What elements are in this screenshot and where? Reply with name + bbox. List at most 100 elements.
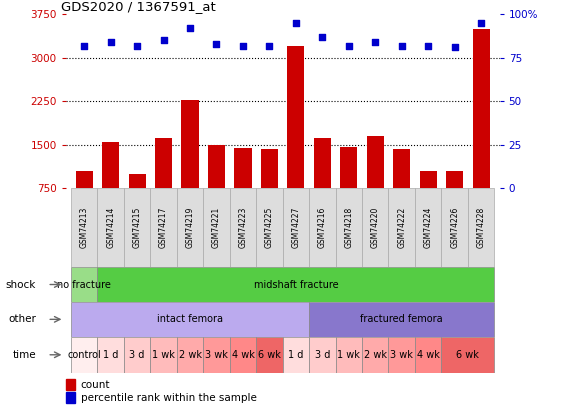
Text: 1 wk: 1 wk	[152, 350, 175, 360]
Bar	[71, 188, 98, 267]
Bar	[388, 337, 415, 373]
Bar	[177, 337, 203, 373]
Point	[344, 42, 353, 49]
Bar	[71, 302, 309, 337]
Text: intact femora: intact femora	[157, 314, 223, 324]
Bar	[388, 188, 415, 267]
Bar	[66, 379, 75, 390]
Text: midshaft fracture: midshaft fracture	[254, 279, 338, 290]
Point	[186, 25, 195, 31]
Point	[106, 39, 115, 45]
Bar	[283, 337, 309, 373]
Point	[291, 19, 300, 26]
Text: 3 d: 3 d	[315, 350, 330, 360]
Bar	[155, 138, 172, 232]
Text: GSM74215: GSM74215	[132, 207, 142, 249]
Text: count: count	[81, 380, 110, 390]
Bar	[234, 148, 252, 232]
Bar	[287, 46, 304, 232]
Text: GSM74220: GSM74220	[371, 207, 380, 249]
Text: control: control	[67, 350, 101, 360]
Bar	[75, 171, 93, 232]
Text: fractured femora: fractured femora	[360, 314, 443, 324]
Point	[371, 39, 380, 45]
Text: GSM74227: GSM74227	[291, 207, 300, 249]
Bar	[102, 143, 119, 232]
Bar	[124, 337, 150, 373]
Text: no fracture: no fracture	[57, 279, 111, 290]
Bar	[128, 174, 146, 232]
Point	[132, 42, 142, 49]
Bar	[283, 188, 309, 267]
Text: time: time	[13, 350, 36, 360]
Point	[397, 42, 407, 49]
Text: percentile rank within the sample: percentile rank within the sample	[81, 393, 257, 403]
Point	[424, 42, 433, 49]
Bar	[124, 188, 150, 267]
Bar	[256, 337, 283, 373]
Bar	[441, 188, 468, 267]
Bar	[71, 267, 98, 302]
Point	[265, 42, 274, 49]
Text: 4 wk: 4 wk	[417, 350, 440, 360]
Text: GSM74222: GSM74222	[397, 207, 406, 248]
Text: 1 d: 1 d	[103, 350, 118, 360]
Bar	[98, 337, 124, 373]
Text: 1 wk: 1 wk	[337, 350, 360, 360]
Text: 4 wk: 4 wk	[231, 350, 255, 360]
Bar	[182, 100, 199, 232]
Text: GSM74223: GSM74223	[239, 207, 247, 249]
Text: GSM74216: GSM74216	[318, 207, 327, 249]
Text: GSM74219: GSM74219	[186, 207, 195, 249]
Text: 1 d: 1 d	[288, 350, 304, 360]
Bar	[473, 29, 490, 232]
Text: 6 wk: 6 wk	[258, 350, 281, 360]
Text: 2 wk: 2 wk	[179, 350, 202, 360]
Bar	[362, 188, 388, 267]
Text: 3 wk: 3 wk	[391, 350, 413, 360]
Text: GSM74221: GSM74221	[212, 207, 221, 248]
Text: shock: shock	[6, 279, 36, 290]
Text: GDS2020 / 1367591_at: GDS2020 / 1367591_at	[61, 0, 216, 13]
Bar	[230, 188, 256, 267]
Bar	[446, 171, 463, 232]
Bar	[98, 188, 124, 267]
Text: GSM74224: GSM74224	[424, 207, 433, 249]
Bar	[393, 149, 411, 232]
Bar	[362, 337, 388, 373]
Text: GSM74218: GSM74218	[344, 207, 353, 248]
Bar	[261, 149, 278, 232]
Text: 6 wk: 6 wk	[456, 350, 479, 360]
Text: GSM74217: GSM74217	[159, 207, 168, 249]
Point	[238, 42, 247, 49]
Bar	[230, 337, 256, 373]
Bar	[203, 337, 230, 373]
Text: 2 wk: 2 wk	[364, 350, 387, 360]
Text: 3 wk: 3 wk	[205, 350, 228, 360]
Text: GSM74213: GSM74213	[80, 207, 89, 249]
Text: GSM74228: GSM74228	[477, 207, 485, 248]
Text: GSM74225: GSM74225	[265, 207, 274, 249]
Bar	[203, 188, 230, 267]
Text: GSM74226: GSM74226	[450, 207, 459, 249]
Point	[450, 44, 459, 51]
Bar	[336, 337, 362, 373]
Bar	[420, 171, 437, 232]
Bar	[177, 188, 203, 267]
Bar	[66, 392, 75, 403]
Bar	[309, 302, 494, 337]
Point	[318, 34, 327, 40]
Bar	[309, 188, 336, 267]
Bar	[441, 337, 494, 373]
Bar	[208, 145, 225, 232]
Bar	[415, 337, 441, 373]
Bar	[150, 337, 177, 373]
Point	[212, 40, 221, 47]
Bar	[336, 188, 362, 267]
Bar	[367, 136, 384, 232]
Bar	[468, 188, 494, 267]
Text: 3 d: 3 d	[130, 350, 145, 360]
Bar	[340, 147, 357, 232]
Text: GSM74214: GSM74214	[106, 207, 115, 249]
Bar	[309, 337, 336, 373]
